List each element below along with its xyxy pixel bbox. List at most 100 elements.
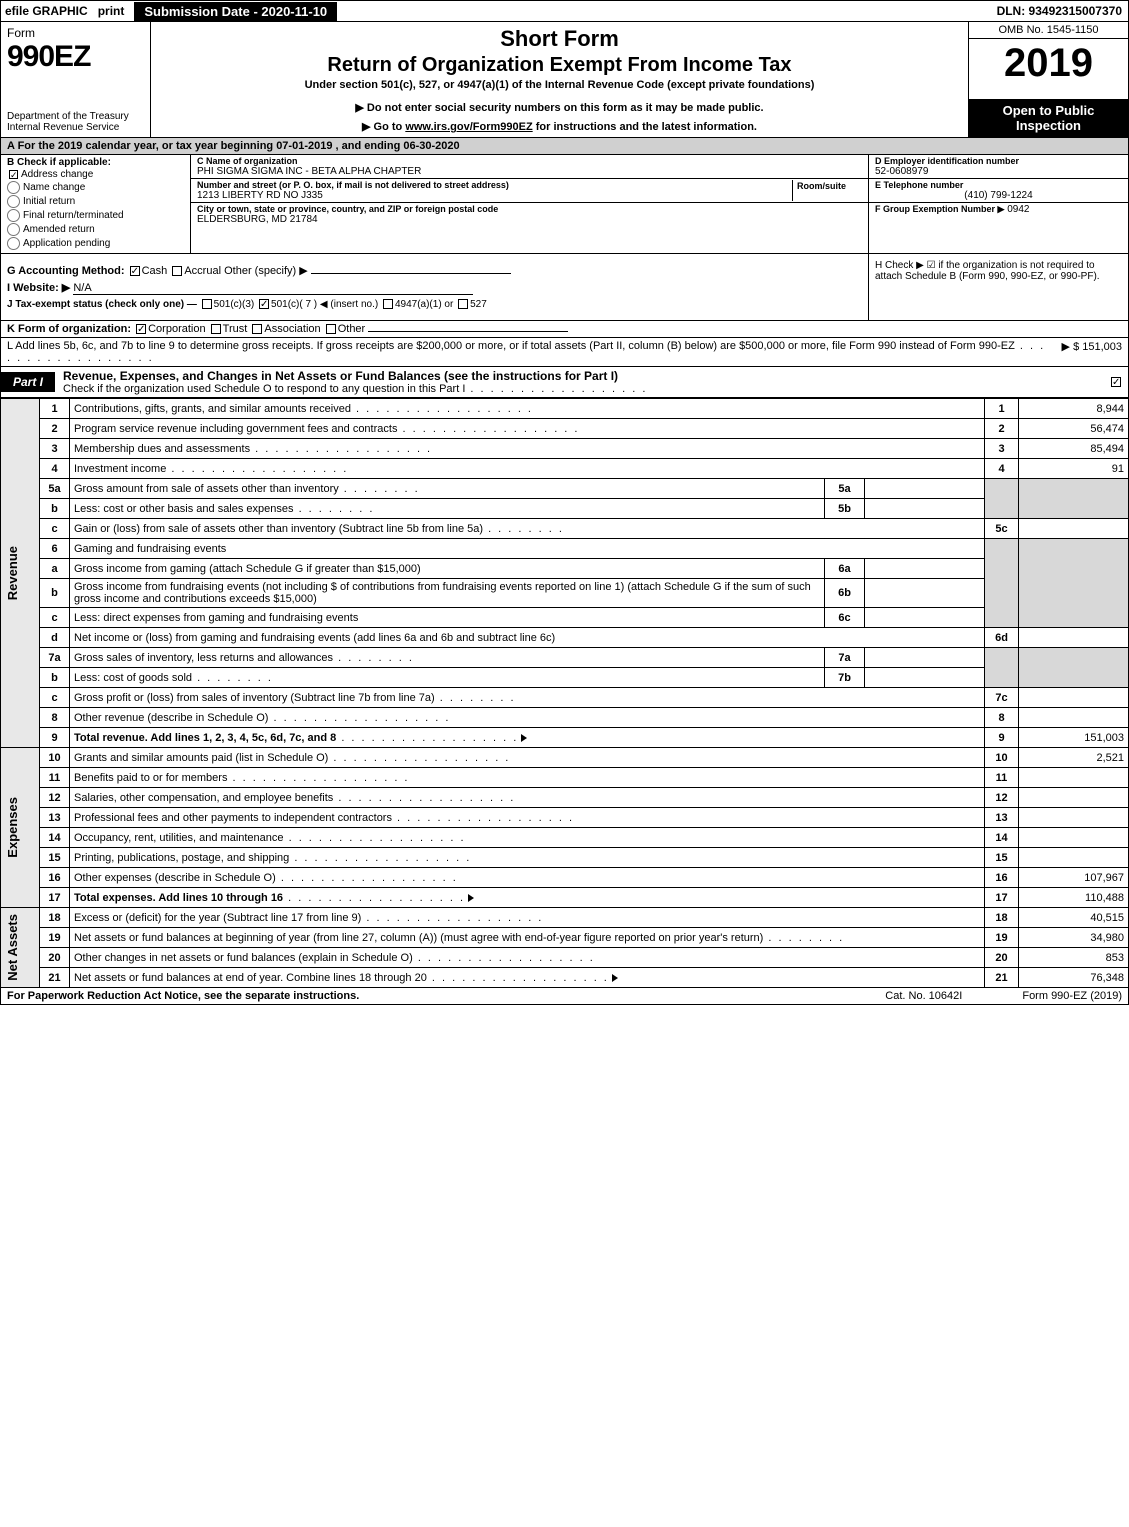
footer-left: For Paperwork Reduction Act Notice, see … (7, 990, 825, 1002)
amt-6d (1019, 628, 1129, 648)
amt-4: 91 (1019, 459, 1129, 479)
header-right: OMB No. 1545-1150 2019 Open to Public In… (968, 22, 1128, 137)
dln-label: DLN: 93492315007370 (991, 4, 1128, 18)
header-middle: Short Form Return of Organization Exempt… (151, 22, 968, 137)
g-label: G Accounting Method: (7, 265, 125, 277)
sub-6b (865, 579, 985, 608)
f-group: 0942 (1007, 204, 1029, 215)
c-addr: 1213 LIBERTY RD NO J335 (197, 190, 792, 201)
k-label: K Form of organization: (7, 323, 131, 335)
chk-amended-return[interactable] (7, 223, 20, 236)
j-527-chk[interactable] (458, 299, 468, 309)
amt-5c (1019, 519, 1129, 539)
chk-final-return[interactable] (7, 209, 20, 222)
amt-17: 110,488 (1019, 888, 1129, 908)
amt-14 (1019, 828, 1129, 848)
amt-12 (1019, 788, 1129, 808)
form-number: 990EZ (7, 40, 144, 74)
row-k: K Form of organization: Corporation Trus… (0, 321, 1129, 338)
c-city: ELDERSBURG, MD 21784 (197, 214, 862, 225)
h-box: H Check ▶ ☑ if the organization is not r… (868, 254, 1128, 320)
j-label: J Tax-exempt status (check only one) — (7, 299, 197, 310)
part1-title: Revenue, Expenses, and Changes in Net As… (63, 369, 618, 383)
g-cash-chk[interactable] (130, 266, 140, 276)
side-revenue: Revenue (1, 399, 40, 748)
row-l: L Add lines 5b, 6c, and 7b to line 9 to … (0, 338, 1129, 367)
omb-number: OMB No. 1545-1150 (969, 22, 1128, 39)
i-label: I Website: ▶ (7, 282, 70, 294)
e-tel: (410) 799-1224 (875, 190, 1122, 201)
amt-10: 2,521 (1019, 748, 1129, 768)
k-other-input[interactable] (368, 331, 568, 332)
side-expenses: Expenses (1, 748, 40, 908)
ghij-left: G Accounting Method: Cash Accrual Other … (1, 254, 868, 320)
k-trust-chk[interactable] (211, 324, 221, 334)
amt-16: 107,967 (1019, 868, 1129, 888)
amt-18: 40,515 (1019, 908, 1129, 928)
amt-19: 34,980 (1019, 928, 1129, 948)
footer-right: Form 990-EZ (2019) (1022, 990, 1122, 1002)
sub-5a (865, 479, 985, 499)
c-city-label: City or town, state or province, country… (197, 204, 862, 214)
c-addr-label: Number and street (or P. O. box, if mail… (197, 180, 792, 190)
part1-schedo-chk[interactable] (1111, 377, 1121, 387)
do-not-enter: ▶ Do not enter social security numbers o… (161, 101, 958, 114)
under-section: Under section 501(c), 527, or 4947(a)(1)… (161, 79, 958, 91)
d-ein-label: D Employer identification number (875, 156, 1122, 166)
return-title: Return of Organization Exempt From Incom… (161, 54, 958, 77)
col-d: D Employer identification number 52-0608… (868, 155, 1128, 253)
j-501c-chk[interactable] (259, 299, 269, 309)
irs-label: Internal Revenue Service (7, 122, 144, 133)
chk-name-change[interactable] (7, 181, 20, 194)
k-corp-chk[interactable] (136, 324, 146, 334)
row-ghij: G Accounting Method: Cash Accrual Other … (0, 254, 1129, 321)
amt-20: 853 (1019, 948, 1129, 968)
amt-11 (1019, 768, 1129, 788)
amt-13 (1019, 808, 1129, 828)
amt-2: 56,474 (1019, 419, 1129, 439)
sub-7a (865, 648, 985, 668)
h-text: H Check ▶ ☑ if the organization is not r… (875, 260, 1100, 282)
chk-address-change[interactable] (9, 170, 18, 179)
l-text: L Add lines 5b, 6c, and 7b to line 9 to … (7, 340, 1015, 352)
g-accrual-chk[interactable] (172, 266, 182, 276)
form-word: Form (7, 26, 144, 40)
f-group-label: F Group Exemption Number ▶ (875, 204, 1004, 214)
goto-line: ▶ Go to www.irs.gov/Form990EZ for instru… (161, 120, 958, 133)
amt-21: 76,348 (1019, 968, 1129, 988)
open-to-public: Open to Public Inspection (969, 99, 1128, 137)
j-501c3-chk[interactable] (202, 299, 212, 309)
amt-7c (1019, 688, 1129, 708)
b-label: B Check if applicable: (7, 157, 184, 168)
short-form-title: Short Form (161, 26, 958, 52)
amt-9: 151,003 (1019, 728, 1129, 748)
i-website: N/A (73, 282, 473, 295)
sub-6c (865, 608, 985, 628)
part1-header: Part I Revenue, Expenses, and Changes in… (0, 367, 1129, 398)
goto-link[interactable]: www.irs.gov/Form990EZ (405, 121, 532, 133)
part1-table: Revenue 1 Contributions, gifts, grants, … (0, 398, 1129, 988)
amt-15 (1019, 848, 1129, 868)
j-4947-chk[interactable] (383, 299, 393, 309)
sub-5b (865, 499, 985, 519)
chk-application-pending[interactable] (7, 237, 20, 250)
l-amount: ▶ $ 151,003 (1052, 340, 1122, 364)
form-header: Form 990EZ Department of the Treasury In… (0, 22, 1129, 138)
c-room-label: Room/suite (797, 181, 858, 191)
submission-date: Submission Date - 2020-11-10 (134, 2, 337, 21)
chk-initial-return[interactable] (7, 195, 20, 208)
sub-7b (865, 668, 985, 688)
k-other-chk[interactable] (326, 324, 336, 334)
c-name: PHI SIGMA SIGMA INC - BETA ALPHA CHAPTER (197, 166, 862, 177)
k-assoc-chk[interactable] (252, 324, 262, 334)
g-other-input[interactable] (311, 273, 511, 274)
tax-year: 2019 (969, 39, 1128, 99)
block-bcd: B Check if applicable: Address change Na… (0, 155, 1129, 254)
header-left: Form 990EZ Department of the Treasury In… (1, 22, 151, 137)
print-link[interactable]: print (92, 4, 131, 18)
c-name-label: C Name of organization (197, 156, 862, 166)
part1-tag: Part I (1, 372, 55, 392)
amt-8 (1019, 708, 1129, 728)
sub-6a (865, 559, 985, 579)
amt-3: 85,494 (1019, 439, 1129, 459)
